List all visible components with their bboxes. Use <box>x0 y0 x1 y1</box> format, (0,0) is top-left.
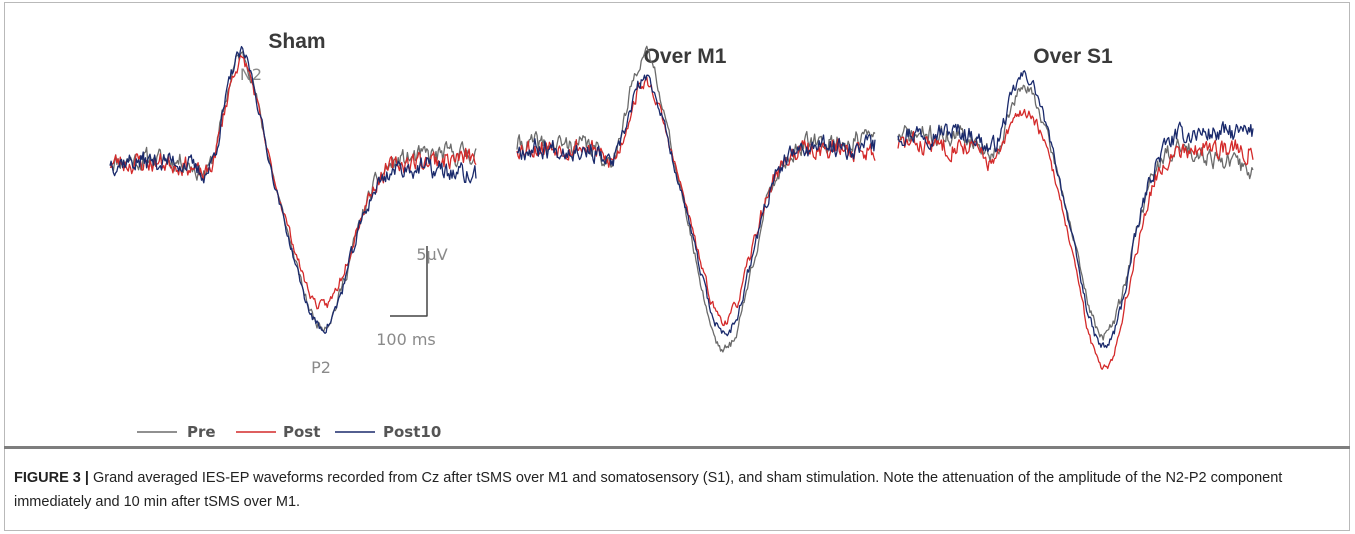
figure-caption: FIGURE 3 | Grand averaged IES-EP wavefor… <box>14 466 1334 514</box>
trace-post <box>897 108 1254 370</box>
p2-label: P2 <box>311 358 331 377</box>
trace-pre <box>109 51 477 332</box>
legend-label-post10: Post10 <box>383 423 441 441</box>
waveform-panel-sham <box>109 45 477 334</box>
n2-label: N2 <box>240 65 262 84</box>
scale-time-label: 100 ms <box>376 330 436 349</box>
trace-pre <box>516 45 876 353</box>
scale-bar <box>390 246 428 317</box>
waveform-panel-m1 <box>516 45 876 353</box>
caption-box <box>4 393 1350 531</box>
figure-panel <box>4 2 1350 394</box>
panel-title-sham: Sham <box>268 30 325 53</box>
panel-title-m1: Over M1 <box>644 45 727 68</box>
trace-post10 <box>109 45 477 334</box>
trace-post <box>109 54 477 310</box>
trace-post10 <box>516 74 876 337</box>
scale-amplitude-label: 5μV <box>416 245 447 264</box>
caption-divider <box>4 446 1350 449</box>
caption-label: FIGURE 3 | <box>14 470 89 486</box>
legend-label-post: Post <box>283 423 320 441</box>
trace-post <box>516 76 876 327</box>
legend: Pre Post Post10 <box>137 423 441 441</box>
trace-post10 <box>897 70 1254 349</box>
trace-pre <box>897 84 1254 341</box>
panel-title-s1: Over S1 <box>1033 45 1113 68</box>
caption-body: Grand averaged IES-EP waveforms recorded… <box>14 470 1283 510</box>
waveform-panel-s1 <box>897 70 1254 370</box>
legend-label-pre: Pre <box>187 423 216 441</box>
